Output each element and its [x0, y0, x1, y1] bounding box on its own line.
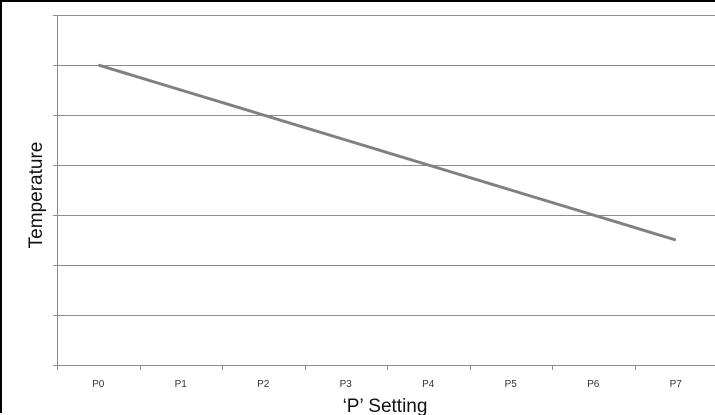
x-tick-label: P5 — [505, 379, 518, 390]
x-tick-label: P3 — [340, 379, 353, 390]
gridlines — [57, 16, 715, 316]
x-axis-title: ‘P’ Setting — [343, 396, 428, 415]
x-tick-label: P1 — [175, 379, 188, 390]
series-line — [98, 65, 676, 240]
x-tick-label: P0 — [92, 379, 105, 390]
x-tick-label: P4 — [422, 379, 435, 390]
x-tick-label: P7 — [670, 379, 683, 390]
x-tick-label: P2 — [257, 379, 270, 390]
y-axis-title: Temperature — [26, 142, 47, 249]
x-tick-label: P6 — [587, 379, 600, 390]
x-tick-labels: P0 P1 P2 P3 P4 P5 P6 P7 — [92, 379, 682, 390]
y-axis-ticks — [53, 16, 57, 366]
